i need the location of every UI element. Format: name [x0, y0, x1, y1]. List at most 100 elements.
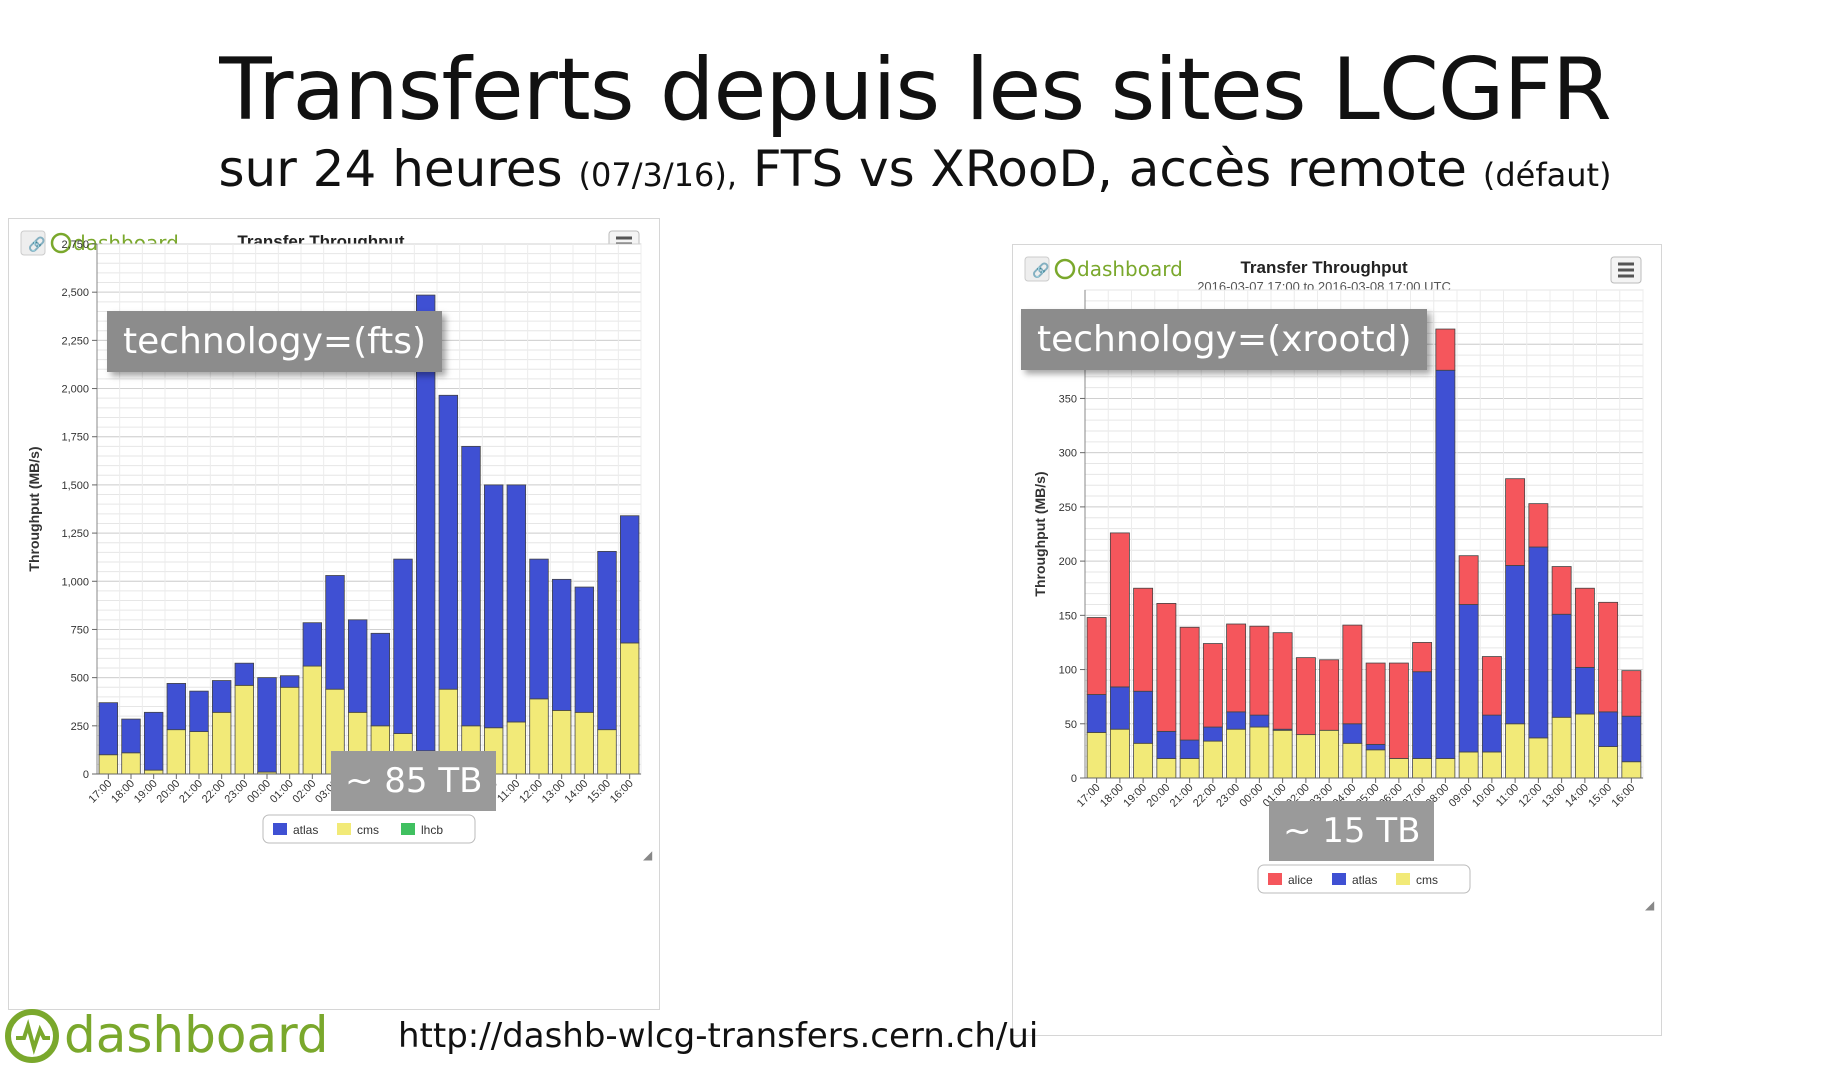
bar-cms: [1551, 716, 1572, 779]
legend-label-lhcb: lhcb: [421, 823, 443, 837]
link-icon: 🔗: [1032, 261, 1050, 279]
bar-atlas: [1551, 613, 1572, 718]
x-tick-label: 23:00: [223, 778, 251, 806]
bar-atlas: [1574, 666, 1595, 715]
x-tick-label: 18:00: [1098, 782, 1126, 810]
bar-atlas: [438, 394, 459, 690]
x-tick-label: 17:00: [87, 778, 115, 806]
bar-atlas: [574, 586, 595, 713]
x-tick-label: 00:00: [245, 778, 273, 806]
bar-atlas: [1505, 565, 1526, 725]
legend: alice atlas cms: [1257, 864, 1471, 894]
y-tick-label: 500: [71, 673, 89, 685]
chart-title: Transfer Throughput: [1240, 258, 1408, 277]
bar-atlas: [551, 578, 572, 711]
x-tick-label: 17:00: [1075, 782, 1103, 810]
bar-cms: [279, 686, 300, 775]
menu-icon-bar: [616, 236, 632, 240]
bar-atlas: [619, 515, 640, 644]
legend: atlas cms lhcb: [262, 814, 476, 844]
bar-alice: [1388, 662, 1409, 759]
bar-cms: [1598, 746, 1619, 779]
bar-atlas: [1365, 743, 1386, 751]
bar-cms: [166, 729, 187, 775]
bar-atlas: [1621, 715, 1642, 763]
dashboard-logo-text: dashboard: [64, 1006, 329, 1064]
bar-cms: [619, 642, 640, 775]
chart-menu-button[interactable]: [1610, 256, 1642, 284]
bar-atlas: [211, 680, 232, 713]
bar-atlas: [393, 558, 413, 734]
legend-item-cms[interactable]: cms: [337, 823, 379, 837]
bar-cms: [302, 665, 323, 775]
x-tick-label: 20:00: [155, 778, 183, 806]
legend-label-cms: cms: [357, 823, 379, 837]
legend-item-atlas[interactable]: atlas: [273, 823, 318, 837]
bar-atlas: [1435, 369, 1456, 759]
bar-atlas: [234, 662, 255, 686]
subtitle-comparison: FTS vs XRooD, accès remote: [752, 140, 1467, 198]
bar-cms: [1412, 758, 1433, 779]
bar-atlas: [529, 558, 549, 700]
bar-atlas: [597, 550, 617, 731]
bar-alice: [1458, 555, 1479, 605]
bar-alice: [1574, 587, 1595, 668]
bar-alice: [1342, 624, 1363, 725]
bar-atlas: [1086, 694, 1107, 733]
x-tick-label: 19:00: [132, 778, 160, 806]
y-tick-label: 2,500: [61, 287, 89, 299]
bar-alice: [1179, 626, 1200, 741]
link-icon: 🔗: [28, 235, 46, 253]
x-tick-label: 16:00: [1610, 782, 1638, 810]
bar-atlas: [1249, 714, 1270, 728]
footer-url[interactable]: http://dashb-wlcg-transfers.cern.ch/ui: [398, 1016, 1039, 1056]
bar-atlas: [1179, 739, 1200, 759]
bar-cms: [574, 711, 595, 775]
bar-alice: [1086, 617, 1107, 695]
x-tick-label: 23:00: [1214, 782, 1242, 810]
resize-grip-icon: ◢: [643, 848, 653, 862]
bar-cms: [1365, 749, 1386, 779]
x-tick-label: 22:00: [200, 778, 228, 806]
link-button: [20, 230, 46, 256]
y-tick-label: 1,000: [61, 576, 89, 588]
bar-cms: [597, 729, 617, 775]
bar-alice: [1621, 670, 1642, 717]
bar-cms: [1342, 742, 1363, 779]
subtitle-default: (défaut): [1482, 156, 1612, 194]
legend-swatch-cms: [1396, 873, 1410, 885]
x-tick-label: 15:00: [585, 778, 613, 806]
bar-cms: [506, 721, 527, 775]
legend-swatch-alice: [1268, 873, 1282, 885]
bar-alice: [1202, 643, 1223, 728]
bar-atlas: [347, 619, 368, 713]
x-tick-label: 02:00: [291, 778, 319, 806]
bar-cms: [1249, 726, 1270, 779]
bar-alice: [1295, 657, 1316, 736]
bar-atlas: [166, 683, 187, 731]
y-tick-label: 1,250: [61, 528, 89, 540]
y-tick-label: 2,000: [61, 384, 89, 396]
y-axis: 050100150200250300350400Throughput (MB/s…: [1032, 290, 1086, 785]
bar-alice: [1598, 601, 1619, 713]
y-tick-label: 150: [1059, 610, 1077, 622]
technology-label-xrootd: technology=(xrootd): [1021, 309, 1428, 370]
bar-atlas: [189, 690, 209, 732]
x-tick-label: 21:00: [177, 778, 205, 806]
legend-item-alice[interactable]: alice: [1268, 873, 1313, 887]
slide-title: Transferts depuis les sites LCGFR: [219, 40, 1612, 140]
x-tick-label: 14:00: [1563, 782, 1591, 810]
bar-cms: [1574, 713, 1595, 779]
x-tick-label: 22:00: [1191, 782, 1219, 810]
dashboard-logo: dashboard: [5, 1006, 329, 1064]
legend-item-atlas[interactable]: atlas: [1332, 873, 1377, 887]
x-tick-label: 00:00: [1238, 782, 1266, 810]
legend-box: [1257, 864, 1471, 894]
x-tick-label: 16:00: [608, 778, 636, 806]
legend-item-cms[interactable]: cms: [1396, 873, 1438, 887]
legend-item-lhcb[interactable]: lhcb: [401, 823, 443, 837]
legend-box: [262, 814, 476, 844]
x-tick-label: 01:00: [268, 778, 296, 806]
bar-atlas: [302, 622, 323, 667]
